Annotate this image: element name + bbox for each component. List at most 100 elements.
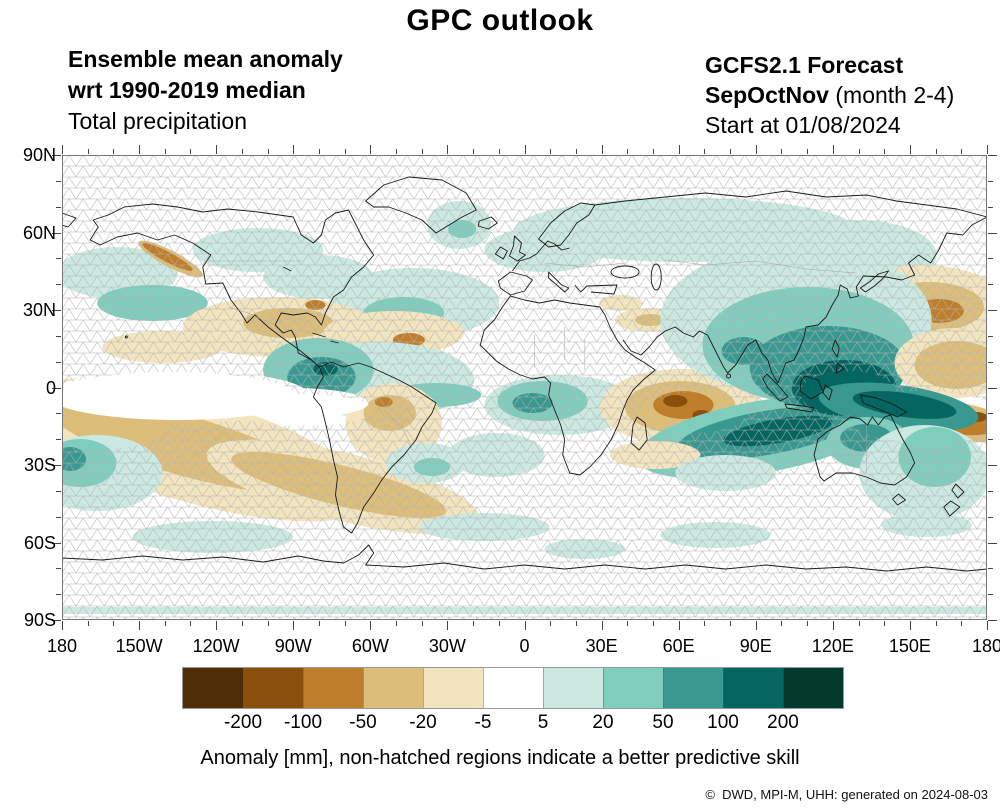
lon-tick — [909, 621, 911, 630]
colorbar-cell — [723, 668, 783, 708]
lon-tick — [832, 621, 834, 630]
lon-tick — [961, 621, 963, 626]
colorbar-cell — [183, 668, 243, 708]
colorbar-caption: Anomaly [mm], non-hatched regions indica… — [200, 747, 800, 769]
lon-tick — [730, 149, 732, 154]
lon-tick-label: 120E — [811, 636, 854, 656]
lat-tick — [52, 620, 61, 621]
lat-tick — [988, 594, 993, 596]
lon-tick — [421, 621, 423, 626]
lat-tick-label: 90N — [22, 145, 56, 165]
colorbar — [182, 667, 844, 709]
lat-tick — [56, 594, 61, 596]
colorbar-value: 20 — [592, 712, 614, 733]
colorbar-value: 50 — [652, 712, 674, 733]
lon-tick — [370, 621, 372, 630]
colorbar-cell — [303, 668, 363, 708]
lon-tick-label: 180 — [971, 636, 1000, 656]
lat-tick — [56, 284, 61, 286]
lon-tick — [241, 149, 243, 154]
lat-tick-label: 60N — [22, 222, 56, 243]
colorbar-value: 5 — [537, 712, 549, 733]
lon-tick-label: 180 — [46, 636, 78, 656]
lat-tick — [52, 387, 61, 389]
lon-tick — [601, 145, 603, 154]
lon-tick — [575, 621, 577, 626]
header-right-line1: GCFS2.1 Forecast — [705, 52, 904, 78]
lon-tick — [113, 621, 115, 626]
colorbar-value: -20 — [409, 712, 437, 733]
lon-tick — [267, 621, 269, 626]
figure-title: GPC outlook — [406, 4, 594, 37]
colorbar-cell — [783, 668, 843, 708]
header-left-line3: Total precipitation — [68, 108, 247, 134]
lon-tick — [241, 621, 243, 626]
colorbar-cell — [243, 668, 303, 708]
lon-tick-label: 120W — [192, 636, 240, 656]
world-map — [62, 155, 987, 620]
lon-tick-label: 0 — [519, 636, 530, 656]
lon-tick — [704, 621, 706, 626]
lat-tick — [56, 206, 61, 208]
lon-tick-label: 60E — [662, 636, 695, 656]
header-right-line3: Start at 01/08/2024 — [705, 112, 901, 138]
lat-tick — [988, 232, 997, 234]
lat-tick — [52, 542, 61, 544]
lat-tick — [56, 335, 61, 337]
lat-tick — [988, 490, 993, 492]
lat-tick-label: 30S — [23, 455, 56, 475]
lat-tick — [988, 568, 993, 570]
lon-tick — [87, 621, 89, 626]
header-right: GCFS2.1 Forecast SepOctNov (month 2-4) S… — [705, 50, 954, 140]
lon-tick — [396, 621, 398, 626]
lat-tick — [988, 284, 993, 286]
lon-tick — [62, 621, 63, 630]
lat-tick — [988, 361, 993, 363]
lon-tick-label: 90W — [274, 636, 312, 656]
lon-tick — [550, 149, 552, 154]
lon-tick — [216, 621, 218, 630]
lat-tick — [52, 310, 61, 311]
lon-tick — [447, 621, 449, 630]
lon-tick — [730, 621, 732, 626]
country-borders — [205, 259, 869, 473]
header-left-line2: wrt 1990-2019 median — [68, 77, 306, 103]
lon-tick — [781, 149, 783, 154]
colorbar-value: -50 — [349, 712, 377, 733]
lon-tick — [704, 149, 706, 154]
lat-tick — [56, 490, 61, 492]
lat-tick-label: 90S — [23, 610, 56, 630]
lon-tick — [550, 621, 552, 626]
lon-tick — [987, 145, 988, 154]
lon-tick — [113, 149, 115, 154]
lon-tick — [858, 149, 860, 154]
lon-tick — [318, 149, 320, 154]
lon-tick — [267, 149, 269, 154]
lon-tick — [678, 621, 680, 630]
lon-tick — [139, 145, 141, 154]
lon-tick — [524, 621, 526, 630]
lon-tick — [421, 149, 423, 154]
lon-tick — [575, 149, 577, 154]
lon-tick — [498, 621, 500, 626]
lat-tick — [56, 439, 61, 441]
lat-tick — [56, 568, 61, 570]
lat-tick — [56, 361, 61, 363]
colorbar-value: 200 — [767, 712, 799, 733]
lon-tick — [832, 145, 834, 154]
lon-tick — [164, 149, 166, 154]
lon-tick-label: 30W — [428, 636, 466, 656]
lon-tick — [652, 149, 654, 154]
lat-tick — [56, 516, 61, 518]
colorbar-cell — [543, 668, 603, 708]
lon-tick — [961, 149, 963, 154]
forecast-months: (month 2-4) — [828, 82, 955, 108]
lon-tick — [627, 149, 629, 154]
colorbar-value: -100 — [283, 712, 323, 733]
lat-tick — [988, 620, 997, 621]
lat-tick — [988, 516, 993, 518]
lat-tick-label: 30N — [22, 300, 56, 320]
lat-tick — [988, 206, 993, 208]
lon-tick-label: 30E — [585, 636, 618, 656]
lon-tick — [318, 621, 320, 626]
